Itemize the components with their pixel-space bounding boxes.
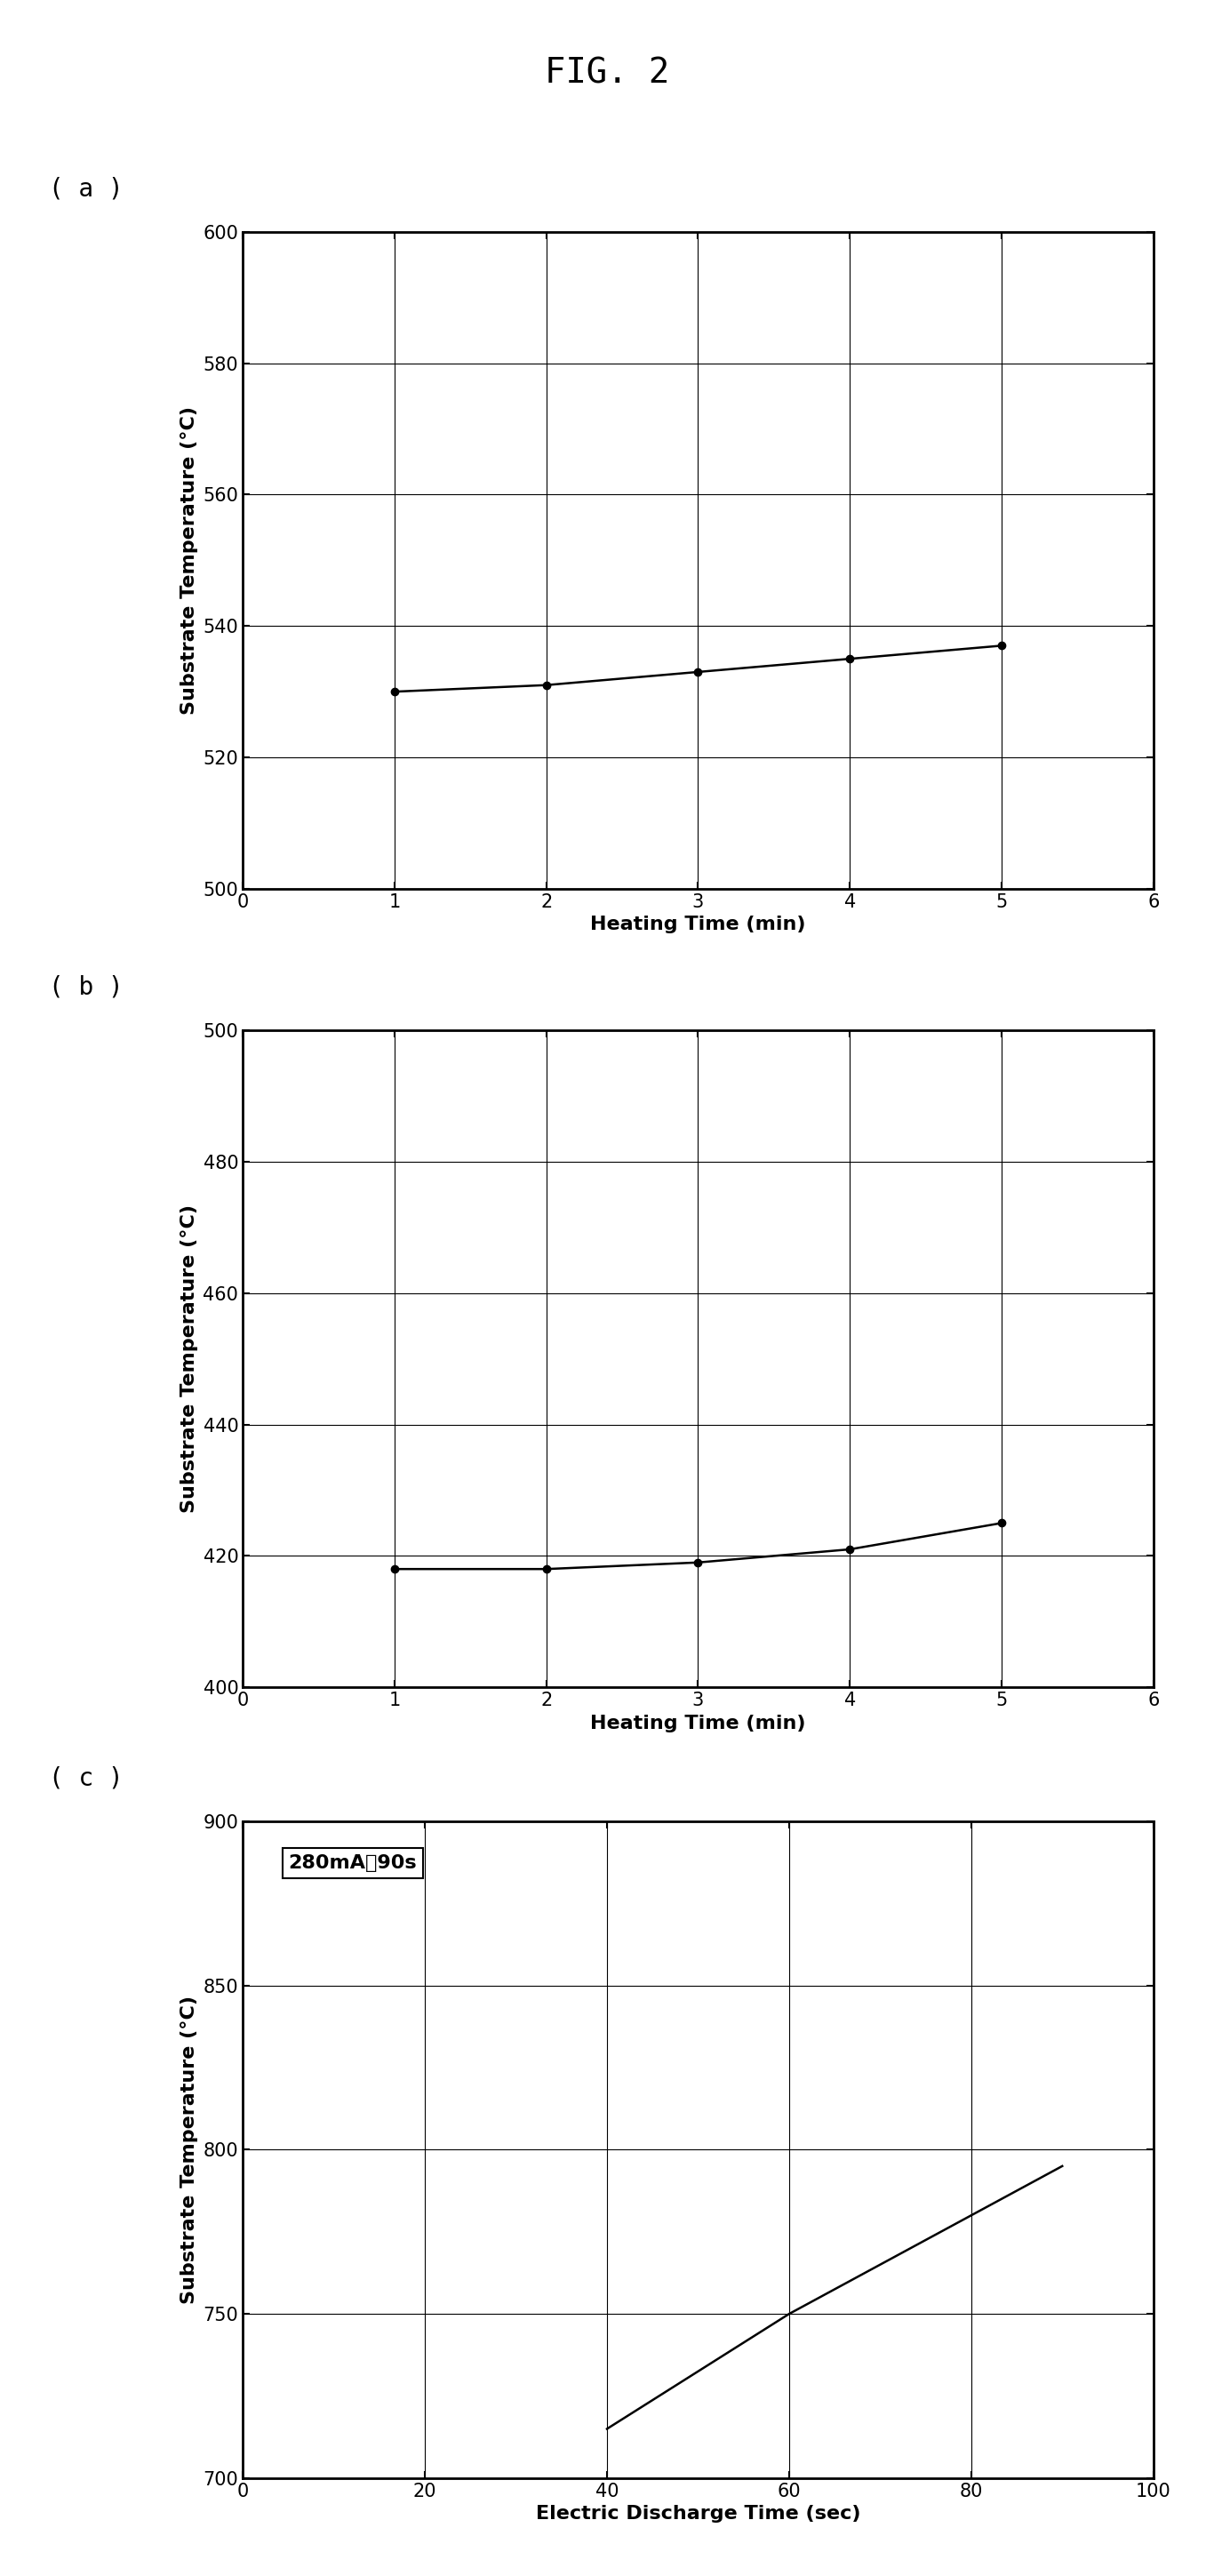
Y-axis label: Substrate Temperature (°C): Substrate Temperature (°C): [181, 1206, 198, 1512]
Y-axis label: Substrate Temperature (°C): Substrate Temperature (°C): [181, 1996, 198, 2303]
X-axis label: Electric Discharge Time (sec): Electric Discharge Time (sec): [535, 2504, 861, 2522]
Text: ( b ): ( b ): [49, 974, 123, 999]
Y-axis label: Substrate Temperature (°C): Substrate Temperature (°C): [181, 407, 198, 714]
Text: FIG. 2: FIG. 2: [545, 57, 669, 90]
Text: ( c ): ( c ): [49, 1765, 123, 1790]
X-axis label: Heating Time (min): Heating Time (min): [590, 914, 806, 933]
Text: 280mA、90s: 280mA、90s: [289, 1855, 416, 1873]
X-axis label: Heating Time (min): Heating Time (min): [590, 1713, 806, 1731]
Text: ( a ): ( a ): [49, 175, 123, 201]
